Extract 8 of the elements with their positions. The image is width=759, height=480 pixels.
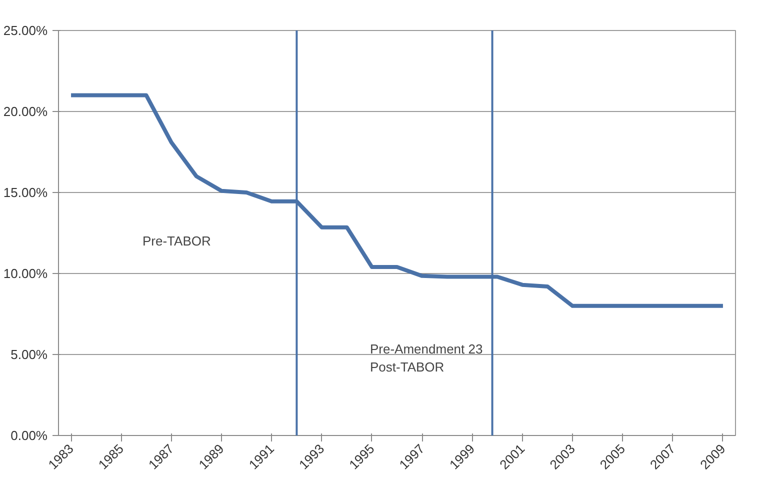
y-tick-label: 0.00% (10, 428, 48, 443)
y-tick-label: 5.00% (10, 347, 48, 362)
y-tick-label: 25.00% (3, 23, 48, 38)
y-tick-label: 20.00% (3, 104, 48, 119)
annotation: Pre-TABOR (142, 233, 211, 248)
y-tick-label: 15.00% (3, 185, 48, 200)
y-tick-label: 10.00% (3, 266, 48, 281)
annotation: Pre-Amendment 23 Post-TABOR (370, 341, 483, 374)
